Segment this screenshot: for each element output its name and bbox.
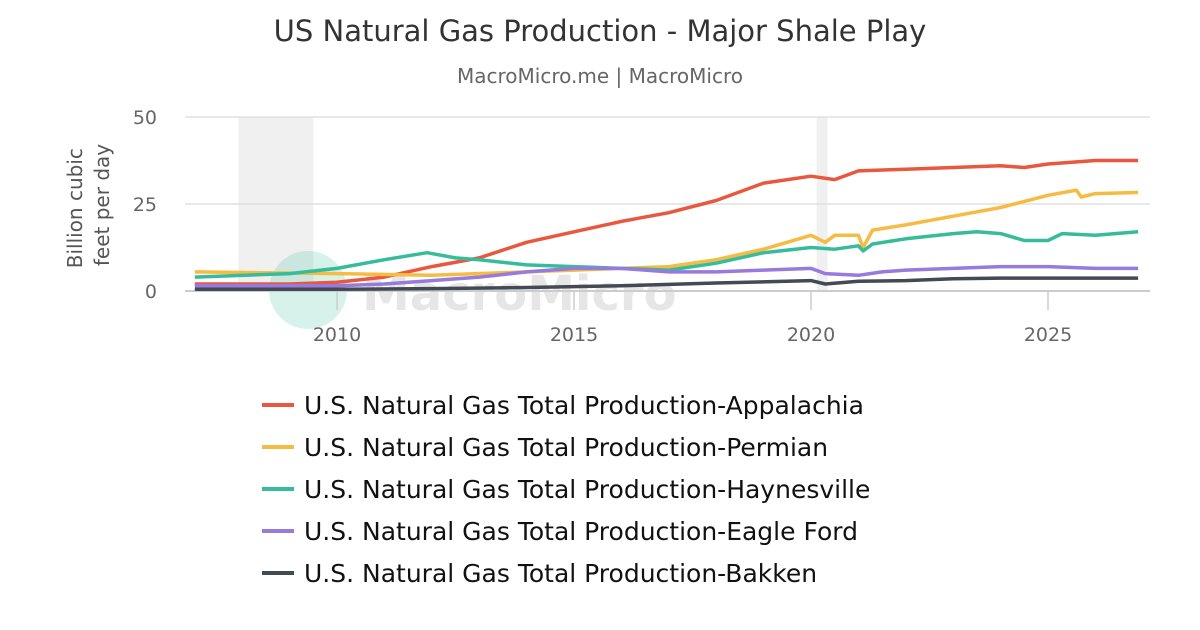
x-tick-label: 2015	[550, 324, 598, 346]
legend-label: U.S. Natural Gas Total Production-Eagle …	[304, 516, 858, 546]
y-axis-label: Billion cubic feet per day	[63, 142, 114, 269]
legend-item[interactable]: U.S. Natural Gas Total Production-Appala…	[262, 384, 870, 426]
legend-label: U.S. Natural Gas Total Production-Bakken	[304, 558, 818, 588]
chart-title: US Natural Gas Production - Major Shale …	[273, 14, 927, 48]
legend-item[interactable]: U.S. Natural Gas Total Production-Bakken	[262, 552, 870, 594]
y-tick-label: 0	[145, 281, 157, 303]
x-tick-label: 2025	[1024, 324, 1072, 346]
legend-item[interactable]: U.S. Natural Gas Total Production-Haynes…	[262, 468, 870, 510]
series-line-4[interactable]	[194, 276, 1139, 292]
x-tick-label: 2020	[787, 324, 835, 346]
legend-label: U.S. Natural Gas Total Production-Permia…	[304, 432, 829, 462]
series-line-3[interactable]	[194, 264, 1139, 288]
legend: U.S. Natural Gas Total Production-Appala…	[262, 384, 870, 594]
legend-swatch	[262, 445, 294, 449]
y-tick-label: 25	[133, 194, 157, 216]
x-tick-label: 2010	[313, 324, 361, 346]
legend-label: U.S. Natural Gas Total Production-Appala…	[304, 390, 864, 420]
y-axis-label-line1: Billion cubic	[63, 148, 87, 268]
chart-subtitle: MacroMicro.me | MacroMicro	[457, 64, 743, 88]
y-axis-label-line2: feet per day	[90, 144, 114, 266]
legend-swatch	[262, 487, 294, 491]
legend-item[interactable]: U.S. Natural Gas Total Production-Eagle …	[262, 510, 870, 552]
y-tick-label: 50	[133, 107, 157, 129]
legend-item[interactable]: U.S. Natural Gas Total Production-Permia…	[262, 426, 870, 468]
legend-label: U.S. Natural Gas Total Production-Haynes…	[304, 474, 871, 504]
legend-swatch	[262, 571, 294, 575]
legend-swatch	[262, 529, 294, 533]
series-line-2[interactable]	[194, 230, 1139, 279]
legend-swatch	[262, 403, 294, 407]
series-line-0[interactable]	[194, 158, 1139, 286]
